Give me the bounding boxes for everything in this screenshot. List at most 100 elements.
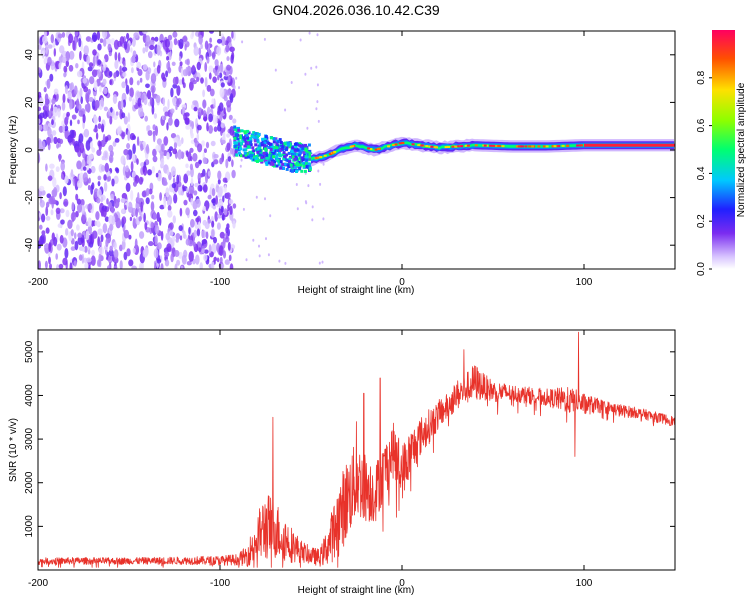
- heatmap-speckle: [186, 261, 192, 266]
- heatmap-speckle: [231, 169, 236, 179]
- heatmap-speckle: [218, 120, 222, 127]
- heatmap-speckle: [177, 149, 182, 160]
- heatmap-cell: [254, 156, 258, 160]
- heatmap-speckle: [85, 104, 88, 112]
- heatmap-speckle: [43, 86, 47, 93]
- heatmap-speckle: [130, 47, 133, 53]
- heatmap-speckle: [172, 76, 178, 86]
- heatmap-cell: [430, 145, 434, 148]
- heatmap-speckle: [82, 246, 85, 252]
- heatmap-speckle: [132, 135, 136, 140]
- heatmap-speckle: [121, 132, 125, 140]
- heatmap-cell: [489, 144, 492, 147]
- heatmap-cell: [249, 137, 252, 141]
- y-tick-label: 5000: [24, 340, 35, 363]
- heatmap-speckle: [315, 107, 318, 111]
- heatmap-speckle: [133, 32, 139, 39]
- heatmap-cell: [557, 145, 561, 148]
- heatmap-speckle: [141, 94, 145, 103]
- heatmap-speckle: [126, 32, 130, 40]
- heatmap-speckle: [180, 265, 184, 269]
- heatmap-cell: [256, 138, 260, 142]
- heatmap-speckle: [203, 116, 208, 122]
- heatmap-cell: [251, 133, 254, 137]
- heatmap-speckle: [171, 61, 176, 66]
- heatmap-cell: [466, 144, 470, 147]
- heatmap-cell: [420, 144, 424, 147]
- heatmap-cell: [258, 142, 262, 146]
- heatmap-cell: [263, 141, 267, 145]
- heatmap-cell: [276, 148, 280, 152]
- heatmap-speckle: [196, 76, 200, 83]
- heatmap-cell: [263, 159, 267, 163]
- heatmap-speckle: [157, 242, 162, 250]
- heatmap-speckle: [130, 56, 136, 63]
- heatmap-speckle: [65, 209, 70, 218]
- heatmap-speckle: [183, 173, 189, 184]
- heatmap-speckle: [121, 208, 125, 214]
- heatmap-speckle: [113, 249, 119, 259]
- heatmap-speckle: [119, 244, 123, 252]
- heatmap-cell: [233, 127, 237, 131]
- heatmap-speckle: [155, 144, 161, 152]
- heatmap-speckle: [126, 248, 131, 257]
- heatmap-speckle: [78, 37, 82, 48]
- heatmap-cell: [236, 137, 240, 141]
- heatmap-speckle: [198, 221, 201, 231]
- heatmap-cell: [300, 160, 304, 164]
- heatmap-cell: [444, 146, 448, 149]
- heatmap-cell: [531, 145, 535, 148]
- heatmap-speckle: [102, 38, 107, 47]
- heatmap-speckle: [225, 192, 231, 200]
- heatmap-cell: [265, 136, 269, 140]
- heatmap-speckle: [137, 68, 143, 77]
- heatmap-speckle: [136, 91, 141, 98]
- heatmap-speckle: [132, 247, 136, 254]
- heatmap-cell: [280, 143, 284, 147]
- heatmap-cell: [295, 169, 299, 173]
- heatmap-cell: [272, 137, 276, 141]
- heatmap-speckle: [192, 79, 197, 85]
- heatmap-speckle: [148, 188, 153, 195]
- heatmap-speckle: [121, 216, 127, 225]
- heatmap-speckle: [162, 97, 166, 107]
- heatmap-speckle: [91, 99, 96, 110]
- heatmap-speckle: [296, 207, 299, 211]
- heatmap-speckle: [144, 45, 149, 53]
- heatmap-speckle: [227, 76, 231, 83]
- heatmap-speckle: [169, 230, 174, 237]
- heatmap-cell: [263, 147, 267, 151]
- heatmap-speckle: [116, 126, 122, 135]
- heatmap-cell: [237, 126, 240, 130]
- heatmap-speckle: [39, 112, 45, 119]
- heatmap-speckle: [139, 77, 143, 83]
- snr-frame: [37, 329, 676, 571]
- heatmap-speckle: [306, 126, 309, 130]
- heatmap-speckle: [216, 222, 221, 230]
- heatmap-speckle: [206, 84, 212, 92]
- x-tick-label: -200: [28, 277, 48, 288]
- heatmap-cell: [293, 169, 297, 172]
- heatmap-speckle: [76, 98, 80, 109]
- heatmap-cell: [263, 144, 267, 148]
- heatmap-speckle: [42, 36, 48, 44]
- y-tick-label: 1000: [24, 515, 35, 538]
- colorbar-label: Normalized spectral amplitude: [736, 82, 747, 217]
- heatmap-cell: [351, 145, 355, 148]
- heatmap-speckle: [226, 223, 230, 230]
- heatmap-cell: [305, 158, 309, 162]
- heatmap-speckle: [159, 217, 162, 226]
- y-tick-label: 20: [24, 96, 35, 108]
- heatmap-speckle: [98, 253, 102, 263]
- heatmap-speckle: [229, 46, 235, 53]
- heatmap-cell: [300, 148, 304, 152]
- heatmap-speckle: [131, 67, 134, 74]
- heatmap-speckle: [207, 194, 212, 200]
- heatmap-cell: [252, 149, 256, 153]
- heatmap-speckle: [60, 161, 65, 172]
- heatmap-speckle: [220, 82, 225, 88]
- heatmap-speckle: [91, 182, 95, 190]
- heatmap-cell: [349, 145, 353, 148]
- heatmap-cell: [260, 158, 263, 162]
- heatmap-speckle: [189, 81, 194, 91]
